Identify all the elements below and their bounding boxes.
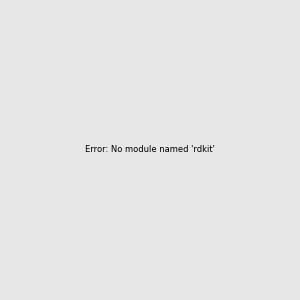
Text: Error: No module named 'rdkit': Error: No module named 'rdkit' <box>85 146 215 154</box>
